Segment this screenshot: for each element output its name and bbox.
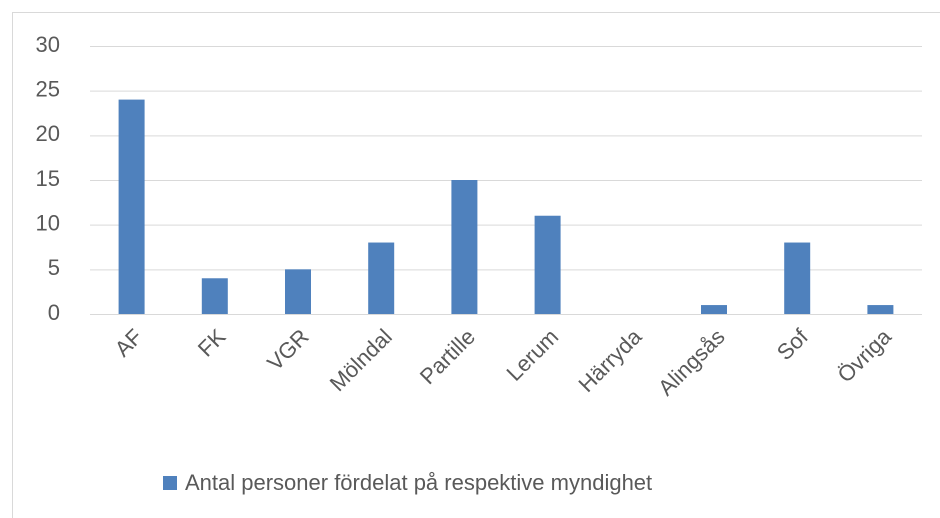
- bar: [201, 278, 228, 314]
- x-tick-label: Sof: [772, 323, 814, 365]
- x-tick-label: AF: [110, 324, 148, 362]
- bar: [701, 305, 727, 314]
- legend-swatch: [163, 476, 177, 490]
- bar: [534, 215, 561, 314]
- x-tick-label: Partille: [415, 324, 480, 389]
- bar: [118, 99, 145, 314]
- bar: [368, 242, 395, 314]
- x-tick-label: VGR: [262, 324, 313, 375]
- x-tick-label: FK: [193, 324, 231, 362]
- y-tick-label: 30: [36, 32, 60, 57]
- x-tick-label: Övriga: [833, 323, 897, 387]
- y-tick-label: 15: [36, 166, 60, 191]
- y-tick-label: 20: [36, 121, 60, 146]
- bar: [784, 242, 811, 314]
- x-tick-label: Härryda: [573, 323, 647, 397]
- x-tick-label: Lerum: [501, 324, 563, 386]
- bar: [285, 269, 311, 314]
- y-tick-label: 0: [48, 300, 60, 325]
- x-tick-label: Mölndal: [325, 324, 397, 396]
- chart-frame: [12, 12, 940, 518]
- legend-label: Antal personer fördelat på respektive my…: [185, 470, 652, 495]
- bar: [867, 305, 894, 314]
- x-tick-label: Alingsås: [653, 324, 729, 400]
- y-tick-label: 25: [36, 76, 60, 101]
- y-tick-label: 5: [48, 255, 60, 280]
- bar: [451, 180, 478, 314]
- y-tick-label: 10: [36, 210, 60, 235]
